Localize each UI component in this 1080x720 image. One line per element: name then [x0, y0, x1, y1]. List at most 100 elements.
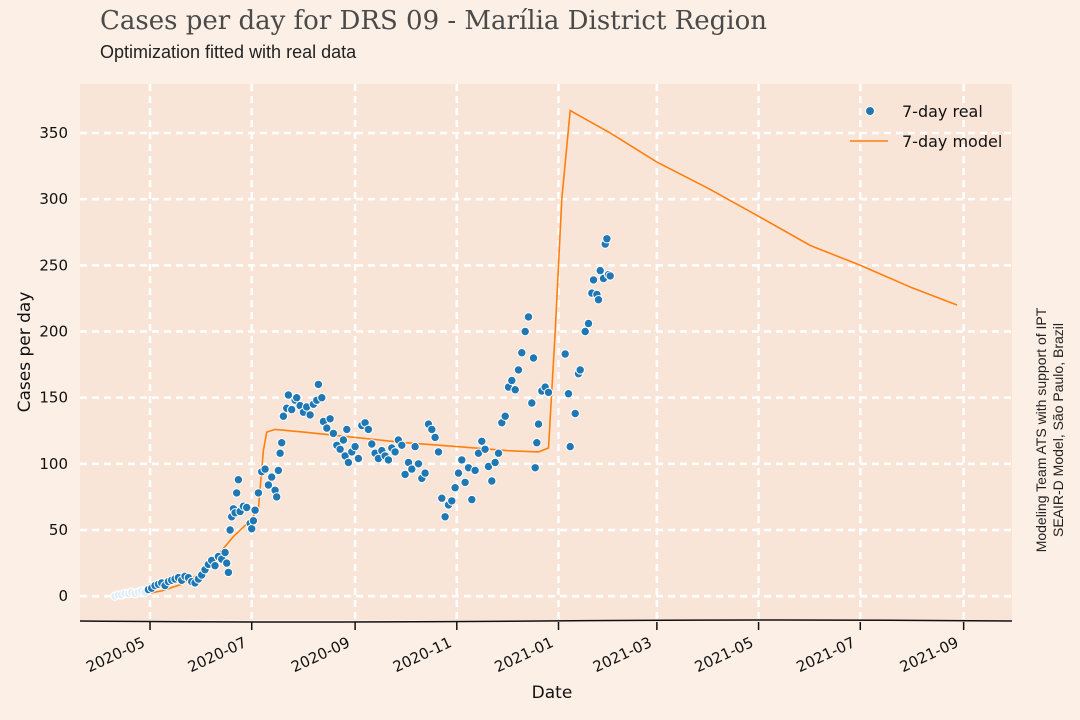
real-data-point: [343, 457, 354, 468]
real-data-point: [500, 411, 510, 421]
real-data-point: [563, 389, 574, 399]
real-data-point: [570, 408, 580, 419]
real-data-point: [273, 465, 284, 476]
real-data-point: [342, 424, 352, 435]
real-data-point: [407, 464, 417, 474]
real-data-point: [543, 387, 554, 398]
real-data-point: [533, 419, 544, 429]
real-data-point: [278, 411, 289, 421]
real-data-point: [470, 465, 480, 476]
real-data-point: [520, 326, 530, 337]
real-data-point: [413, 459, 424, 469]
chart-subtitle: Optimization fitted with real data: [100, 42, 357, 62]
real-data-point: [523, 312, 534, 322]
y-tick-label: 200: [39, 322, 68, 340]
real-data-point: [530, 463, 540, 473]
real-data-point: [560, 349, 570, 359]
real-data-point: [233, 475, 244, 485]
real-data-point: [220, 547, 230, 558]
y-tick-label: 350: [39, 124, 68, 142]
real-data-point: [595, 265, 605, 276]
real-data-point: [467, 494, 477, 505]
real-data-point: [272, 492, 282, 502]
real-data-point: [328, 428, 339, 439]
y-tick-label: 50: [49, 521, 68, 539]
real-data-point: [513, 365, 524, 375]
real-data-point: [433, 447, 444, 457]
real-data-point: [507, 375, 517, 386]
real-data-point: [427, 424, 437, 435]
real-data-point: [322, 423, 332, 433]
x-tick-label: 2021-01: [492, 633, 556, 676]
real-data-point: [242, 502, 252, 513]
real-data-point: [580, 326, 590, 337]
real-data-point: [277, 438, 287, 448]
x-tick-label: 2020-09: [288, 633, 352, 676]
real-data-point: [335, 444, 345, 454]
real-data-point: [400, 469, 410, 480]
real-data-point: [532, 438, 542, 448]
real-data-point: [565, 441, 575, 452]
real-data-point: [457, 455, 467, 465]
real-data-point: [410, 441, 420, 452]
real-data-point: [440, 512, 450, 522]
real-data-point: [210, 561, 220, 571]
real-data-point: [363, 424, 374, 435]
real-data-point: [390, 447, 400, 457]
real-data-point: [447, 496, 457, 506]
real-data-point: [493, 448, 504, 458]
real-data-point: [397, 440, 407, 450]
x-axis-line: [79, 619, 1013, 623]
x-tick-label: 2020-05: [83, 633, 147, 676]
real-data-point: [490, 457, 500, 468]
real-data-point: [283, 390, 294, 400]
real-data-point: [367, 439, 377, 449]
plot-area: [80, 84, 1012, 620]
real-data-point: [480, 444, 490, 454]
real-data-point: [223, 567, 234, 578]
real-data-point: [527, 398, 537, 408]
real-data-point: [487, 476, 497, 486]
x-tick-label: 2021-09: [897, 633, 961, 676]
y-axis-label: Cases per day: [15, 292, 35, 413]
real-data-point: [528, 353, 539, 363]
real-data-point: [437, 493, 447, 503]
real-data-point: [383, 455, 394, 465]
real-data-point: [250, 505, 260, 515]
real-data-point: [593, 295, 604, 305]
y-tick-label: 250: [39, 256, 68, 274]
real-data-point: [430, 432, 440, 443]
real-data-point: [287, 404, 297, 415]
real-data-point: [267, 472, 277, 482]
real-data-point: [248, 516, 259, 526]
real-data-point: [292, 393, 302, 403]
y-tick-label: 150: [39, 389, 68, 407]
real-data-point: [450, 483, 460, 493]
real-data-point: [510, 385, 520, 395]
legend-real-marker: [865, 106, 875, 116]
real-data-point: [247, 524, 257, 534]
legend-model-label: 7-day model: [902, 132, 1002, 151]
real-data-point: [232, 488, 242, 498]
x-axis-label: Date: [532, 683, 573, 703]
real-data-point: [317, 393, 327, 403]
real-data-point: [353, 453, 364, 464]
x-tick-label: 2020-07: [185, 633, 249, 676]
real-data-point: [588, 275, 599, 285]
real-data-point: [583, 318, 594, 329]
y-tick-label: 0: [58, 587, 68, 605]
real-data-point: [460, 477, 470, 488]
real-data-point: [477, 436, 487, 446]
real-data-point: [225, 525, 235, 535]
y-tick-label: 100: [39, 455, 68, 473]
real-data-point: [517, 348, 527, 358]
real-data-point: [350, 441, 360, 452]
x-tick-label: 2021-07: [794, 633, 858, 676]
real-data-point: [325, 414, 335, 424]
x-tick-label: 2021-03: [590, 633, 654, 676]
real-data-point: [260, 464, 270, 474]
real-data-point: [602, 234, 612, 244]
x-tick-label: 2020-11: [390, 633, 454, 676]
real-data-point: [305, 410, 315, 420]
